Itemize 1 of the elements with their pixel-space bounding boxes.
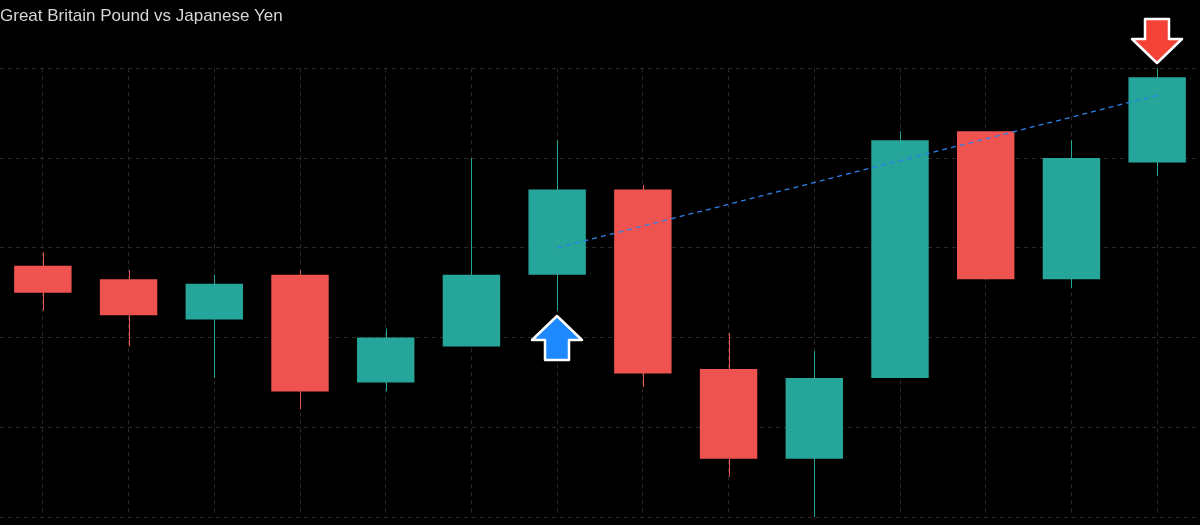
- chart-title: Great Britain Pound vs Japanese Yen: [0, 5, 283, 25]
